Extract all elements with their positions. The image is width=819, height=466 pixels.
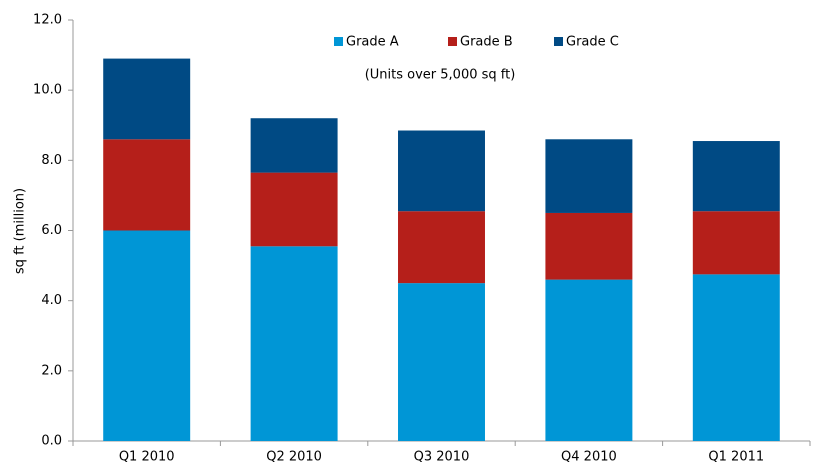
bar-segment bbox=[692, 141, 780, 212]
y-tick-label: 12.0 bbox=[33, 13, 62, 28]
legend-label: Grade C bbox=[566, 35, 619, 50]
x-tick-label: Q4 2010 bbox=[561, 450, 617, 465]
legend-swatch bbox=[334, 37, 343, 46]
bar-segment bbox=[250, 118, 338, 173]
bar-segment bbox=[398, 130, 485, 212]
bar-segment bbox=[692, 211, 780, 275]
bar-segment bbox=[250, 172, 338, 247]
legend-label: Grade B bbox=[460, 35, 513, 50]
legend-swatch bbox=[448, 37, 457, 46]
bar-segment bbox=[398, 211, 485, 284]
y-tick-label: 8.0 bbox=[41, 153, 62, 168]
bar-segment bbox=[545, 212, 633, 280]
legend-swatch bbox=[554, 37, 563, 46]
bar-segment bbox=[398, 283, 485, 441]
x-tick-label: Q1 2011 bbox=[708, 450, 764, 465]
y-tick-label: 10.0 bbox=[33, 83, 62, 98]
bar-segment bbox=[103, 139, 191, 231]
x-tick-label: Q3 2010 bbox=[414, 450, 470, 465]
bar-segment bbox=[692, 274, 780, 441]
x-tick-label: Q2 2010 bbox=[266, 450, 322, 465]
y-axis-label: sq ft (million) bbox=[13, 188, 28, 274]
y-tick-label: 4.0 bbox=[41, 293, 62, 308]
y-tick-label: 0.0 bbox=[41, 434, 62, 449]
bar-segment bbox=[103, 230, 191, 441]
bar-segment bbox=[545, 139, 633, 213]
chart-subtitle: (Units over 5,000 sq ft) bbox=[365, 68, 516, 83]
y-tick-label: 6.0 bbox=[41, 223, 62, 238]
y-tick-label: 2.0 bbox=[41, 363, 62, 378]
bar-segment bbox=[103, 58, 191, 140]
bar-segment bbox=[250, 246, 338, 441]
bar-segment bbox=[545, 279, 633, 441]
legend-label: Grade A bbox=[346, 35, 399, 50]
x-tick-label: Q1 2010 bbox=[119, 450, 175, 465]
